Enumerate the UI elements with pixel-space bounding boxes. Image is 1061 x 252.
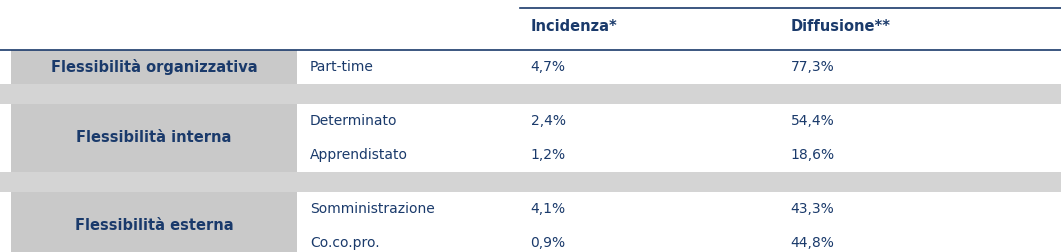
Bar [11, 50, 297, 84]
Text: Diffusione**: Diffusione** [790, 19, 890, 34]
Text: Part-time: Part-time [310, 60, 373, 74]
Text: Somministrazione: Somministrazione [310, 202, 435, 216]
Text: 0,9%: 0,9% [530, 236, 566, 250]
Text: Incidenza*: Incidenza* [530, 19, 618, 34]
Text: 43,3%: 43,3% [790, 202, 834, 216]
Text: 18,6%: 18,6% [790, 148, 835, 162]
Bar [11, 192, 297, 252]
Text: 54,4%: 54,4% [790, 114, 834, 128]
Text: Flessibilità esterna: Flessibilità esterna [74, 218, 233, 233]
Text: 4,1%: 4,1% [530, 202, 566, 216]
Text: 1,2%: 1,2% [530, 148, 566, 162]
Bar [0, 172, 1061, 192]
Text: 2,4%: 2,4% [530, 114, 566, 128]
Text: Flessibilità interna: Flessibilità interna [76, 130, 231, 145]
Bar [11, 104, 297, 172]
Text: 4,7%: 4,7% [530, 60, 566, 74]
Bar [0, 84, 1061, 104]
Text: 44,8%: 44,8% [790, 236, 834, 250]
Text: Co.co.pro.: Co.co.pro. [310, 236, 380, 250]
Text: 77,3%: 77,3% [790, 60, 834, 74]
Text: Flessibilità organizzativa: Flessibilità organizzativa [51, 59, 257, 75]
Text: Determinato: Determinato [310, 114, 397, 128]
Text: Apprendistato: Apprendistato [310, 148, 407, 162]
